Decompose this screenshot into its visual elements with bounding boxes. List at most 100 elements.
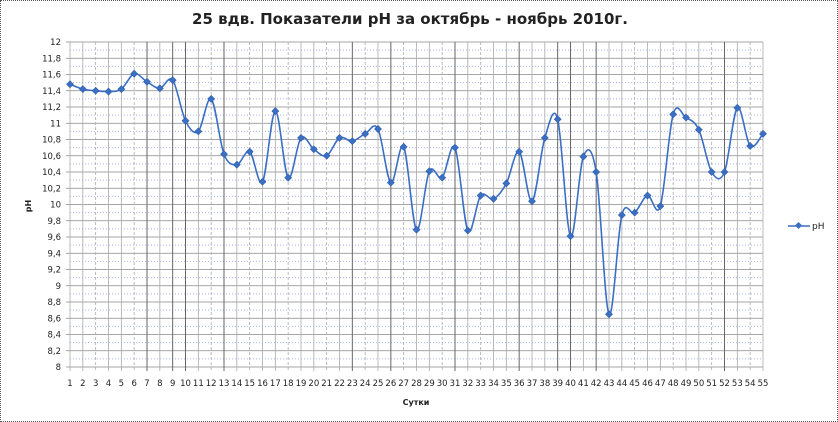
data-point — [630, 208, 639, 217]
y-tick-label: 9,8 — [47, 217, 61, 227]
data-point — [528, 197, 536, 206]
data-point — [489, 194, 498, 203]
data-point — [502, 179, 511, 188]
x-tick-label: 39 — [552, 379, 563, 389]
data-point — [245, 147, 254, 156]
data-point — [361, 129, 370, 138]
data-point — [566, 232, 575, 241]
x-tick-label: 30 — [437, 379, 448, 389]
y-tick-label: 11,8 — [42, 54, 61, 64]
x-tick-label: 48 — [668, 379, 679, 389]
legend: pH — [788, 221, 824, 232]
y-tick-label: 10,8 — [42, 136, 61, 146]
data-point — [540, 133, 549, 142]
legend-label: pH — [812, 222, 824, 232]
x-tick-label: 27 — [398, 379, 409, 389]
data-point — [232, 160, 241, 169]
y-tick-label: 8 — [56, 363, 61, 373]
x-tick-label: 9 — [170, 379, 175, 389]
y-tick-label: 8,4 — [47, 331, 61, 341]
data-point — [759, 129, 767, 138]
x-tick-label: 21 — [321, 379, 332, 389]
x-tick-label: 51 — [706, 379, 717, 389]
x-tick-label: 6 — [131, 379, 136, 389]
x-tick-label: 23 — [347, 379, 358, 389]
data-point — [117, 85, 126, 94]
x-tick-label: 31 — [450, 379, 461, 389]
x-tick-label: 26 — [385, 379, 396, 389]
data-point — [258, 177, 267, 186]
x-tick-label: 47 — [655, 379, 666, 389]
series-ph — [66, 69, 767, 319]
y-tick-label: 10,2 — [42, 184, 61, 194]
x-axis-ticks: 1 2 3 4 5 6 7 8 9 10 11 12 13 14 15 16 17 18 19 20 21 22 23 24 2… — [67, 379, 768, 389]
y-tick-label: 8,8 — [47, 298, 61, 308]
data-point — [104, 87, 113, 96]
x-tick-label: 4 — [106, 379, 111, 389]
x-tick-label: 14 — [231, 379, 242, 389]
x-tick-label: 49 — [681, 379, 692, 389]
x-tick-label: 52 — [719, 379, 730, 389]
data-point — [399, 142, 408, 151]
legend-marker — [794, 221, 803, 230]
y-tick-label: 11,2 — [42, 103, 61, 113]
y-tick-label: 9 — [56, 282, 61, 292]
x-tick-label: 11 — [193, 379, 204, 389]
data-point — [746, 142, 755, 150]
data-point — [707, 168, 716, 176]
x-tick-label: 34 — [488, 379, 499, 389]
x-tick-label: 12 — [206, 379, 217, 389]
y-tick-label: 11 — [50, 119, 61, 129]
data-point — [412, 225, 421, 234]
x-tick-label: 28 — [411, 379, 422, 389]
x-tick-label: 22 — [334, 379, 345, 389]
data-point — [463, 226, 472, 235]
data-point — [515, 147, 524, 156]
data-point — [438, 173, 447, 182]
x-tick-label: 55 — [758, 379, 769, 389]
data-point — [348, 137, 357, 146]
x-axis-label: Сутки — [403, 398, 430, 407]
x-tick-label: 53 — [732, 379, 743, 389]
x-tick-label: 33 — [475, 379, 486, 389]
x-tick-label: 42 — [591, 379, 602, 389]
x-tick-label: 18 — [283, 379, 294, 389]
data-point — [284, 173, 293, 182]
data-point — [220, 150, 228, 159]
data-point — [605, 310, 613, 319]
data-point — [720, 168, 729, 176]
x-tick-label: 16 — [257, 379, 268, 389]
y-tick-label: 11,6 — [42, 71, 61, 81]
x-tick-label: 46 — [642, 379, 653, 389]
x-tick-label: 32 — [462, 379, 473, 389]
x-tick-label: 35 — [501, 379, 512, 389]
data-point — [143, 77, 151, 86]
x-tick-label: 2 — [80, 379, 85, 389]
x-tick-label: 10 — [180, 379, 191, 389]
y-axis-ticks: 8 8,2 8,4 8,6 8,8 9 9,2 9,4 9,6 9,8 10 10,2 10,4 10,6… — [42, 38, 61, 373]
grid — [66, 41, 764, 371]
x-tick-label: 41 — [578, 379, 589, 389]
data-point — [694, 125, 703, 134]
x-tick-label: 13 — [219, 379, 230, 389]
y-tick-label: 9,6 — [47, 233, 61, 243]
x-tick-label: 29 — [424, 379, 435, 389]
y-axis-label: pH — [24, 200, 33, 212]
data-point — [643, 191, 652, 200]
x-tick-label: 8 — [157, 379, 162, 389]
data-point — [322, 151, 331, 160]
x-tick-label: 5 — [119, 379, 124, 389]
x-tick-label: 3 — [93, 379, 98, 389]
y-tick-label: 8,2 — [47, 347, 61, 357]
data-point — [476, 191, 485, 200]
y-tick-label: 10,6 — [42, 152, 61, 162]
data-point — [656, 202, 665, 211]
data-point — [425, 167, 434, 176]
data-point — [194, 127, 203, 136]
data-point — [592, 168, 601, 176]
x-tick-label: 25 — [373, 379, 384, 389]
data-point — [733, 103, 742, 112]
data-point — [386, 178, 395, 187]
data-point — [155, 84, 164, 93]
